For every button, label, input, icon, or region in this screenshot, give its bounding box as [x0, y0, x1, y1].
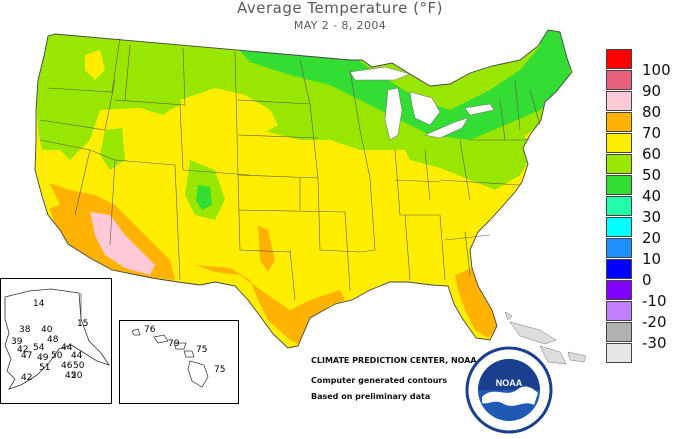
zone-50s-midatlantic — [400, 130, 535, 190]
alaska-value: 42 — [17, 345, 29, 355]
hawaii-value: 75 — [214, 365, 226, 375]
alaska-value: 46 — [61, 361, 73, 371]
alaska-value: 45 — [65, 371, 77, 381]
alaska-value: 38 — [19, 325, 31, 335]
alaska-value: 47 — [21, 351, 33, 361]
legend-swatch — [606, 196, 632, 216]
legend-label: 40 — [642, 187, 662, 205]
legend-label: 100 — [642, 61, 671, 79]
legend-label: 30 — [642, 208, 662, 226]
legend-label: 90 — [642, 82, 662, 100]
map-title: Average Temperature (°F) — [237, 0, 443, 17]
legend-swatch — [606, 70, 632, 90]
alaska-value: 20 — [71, 371, 83, 381]
alaska-value: 48 — [47, 335, 59, 345]
hawaii-value: 79 — [168, 339, 180, 349]
lake-michigan — [384, 87, 403, 141]
zone-40s-ne — [540, 30, 570, 98]
alaska-value: 50 — [51, 351, 63, 361]
legend-swatch — [606, 112, 632, 132]
lake-huron — [409, 91, 441, 126]
zone-70s-florida — [455, 268, 498, 338]
alaska-value: 39 — [11, 337, 23, 347]
alaska-outline — [4, 288, 110, 390]
hawaii-inset: 76 79 75 75 — [119, 320, 239, 404]
alaska-inset: 14 15 38 40 48 54 44 47 39 49 44 51 46 5… — [0, 278, 112, 404]
lake-superior — [349, 66, 411, 81]
credit-preliminary: Based on preliminary data — [311, 392, 431, 401]
alaska-value: 44 — [71, 351, 83, 361]
map-subtitle: MAY 2 - 8, 2004 — [293, 19, 387, 32]
hawaii-value: 76 — [144, 325, 156, 335]
zone-50s-utah — [100, 128, 125, 170]
zone-40s-north — [230, 40, 570, 140]
legend-label: 20 — [642, 229, 662, 247]
legend-label: 50 — [642, 166, 662, 184]
legend-label: 0 — [642, 271, 652, 289]
legend-swatch — [606, 154, 632, 174]
legend-swatch — [606, 259, 632, 279]
legend-label: 60 — [642, 145, 662, 163]
legend-label: 80 — [642, 103, 662, 121]
legend-label: 10 — [642, 250, 662, 268]
lake-ontario — [464, 103, 495, 116]
zone-40s-colorado — [196, 185, 212, 210]
alaska-value: 50 — [73, 361, 85, 371]
legend-swatch — [606, 133, 632, 153]
zone-80s-arizona — [90, 212, 155, 275]
legend-swatch — [606, 322, 632, 342]
credit-contours: Computer generated contours — [311, 376, 448, 385]
lake-erie — [424, 117, 469, 139]
us-map — [34, 29, 573, 349]
legend-swatch — [606, 217, 632, 237]
legend-swatch — [606, 238, 632, 258]
hawaii-value: 75 — [196, 345, 208, 355]
zone-60s-wy — [180, 88, 278, 135]
legend-label: -20 — [642, 313, 667, 331]
legend-swatch — [606, 301, 632, 321]
noaa-logo: NOAA — [464, 345, 554, 439]
legend-swatch — [606, 280, 632, 300]
noaa-logo-text: NOAA — [496, 378, 523, 388]
alaska-value: 14 — [33, 299, 45, 309]
legend-label: -30 — [642, 334, 667, 352]
alaska-value: 40 — [41, 325, 53, 335]
alaska-value: 54 — [33, 343, 45, 353]
legend-label: -10 — [642, 292, 667, 310]
caribbean-islands — [504, 311, 587, 365]
credit-center: CLIMATE PREDICTION CENTER, NOAA — [311, 356, 477, 365]
legend-swatch — [606, 343, 632, 363]
zone-60s-id — [85, 50, 105, 80]
alaska-value: 51 — [39, 363, 51, 373]
alaska-value: 49 — [37, 353, 49, 363]
legend-swatch — [606, 49, 632, 69]
legend-swatch — [606, 91, 632, 111]
hawaii-outline — [131, 328, 209, 388]
zone-70s-texas2 — [258, 225, 275, 272]
legend-swatch — [606, 175, 632, 195]
legend-label: 70 — [642, 124, 662, 142]
alaska-value: 15 — [77, 319, 89, 329]
alaska-value: 44 — [61, 343, 73, 353]
alaska-value: 42 — [21, 373, 33, 383]
